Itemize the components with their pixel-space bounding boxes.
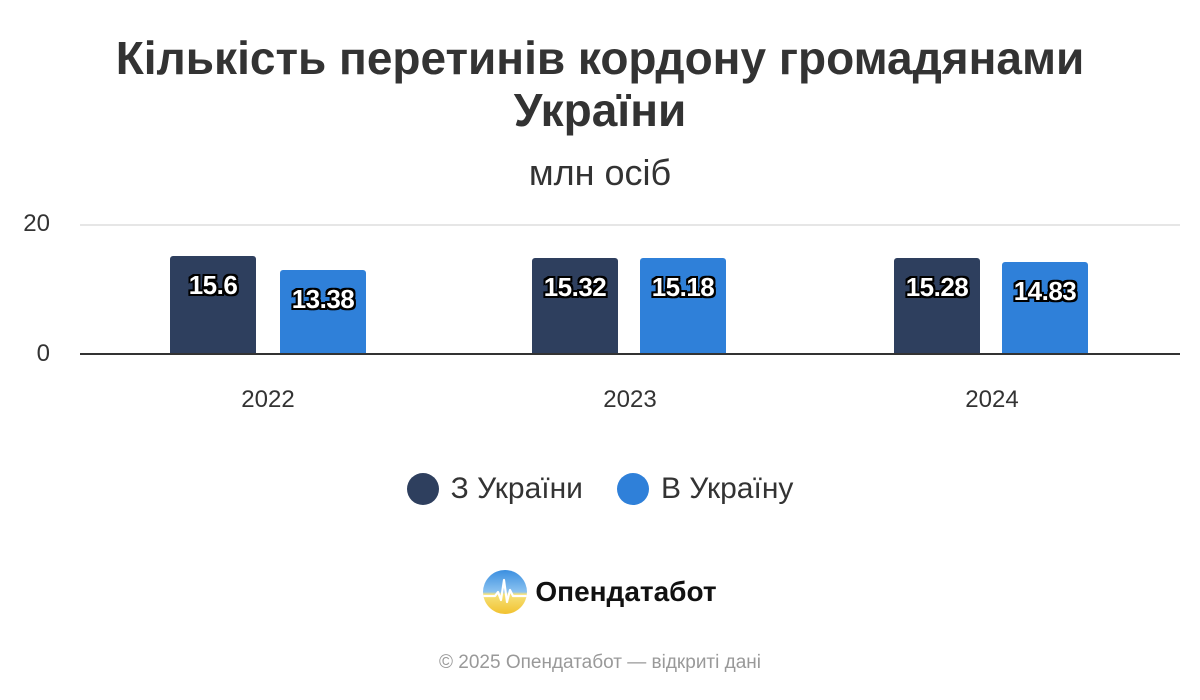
bar-2024-in[interactable]: 14.83: [1002, 262, 1088, 354]
legend: З України В Україну: [0, 472, 1200, 506]
x-tick-2022: 2022: [241, 386, 295, 413]
opendatabot-logo-icon: [483, 570, 528, 614]
bar-value-label: 15.28: [905, 272, 969, 302]
x-axis-line: [80, 353, 1180, 355]
legend-label: В Україну: [660, 472, 794, 505]
bar-value-label: 15.32: [543, 272, 607, 302]
bar-value-label: 14.83: [1013, 276, 1077, 306]
bar-value-label: 15.6: [188, 270, 238, 300]
bar-value-label: 15.18: [651, 272, 715, 302]
chart-subtitle: млн осіб: [528, 152, 672, 193]
y-tick-20: 20: [23, 210, 50, 237]
legend-item-to-ukraine[interactable]: В Україну: [616, 472, 794, 506]
brand-name: Опендатабот: [535, 576, 717, 607]
bar-2022-out[interactable]: 15.6: [170, 256, 256, 354]
brand: Опендатабот: [0, 570, 1200, 614]
chart-title: Кількість перетинів кордону громадянами …: [0, 32, 1200, 136]
footer-copyright: © 2025 Опендатабот — відкриті дані: [439, 652, 761, 673]
legend-label: З України: [450, 472, 583, 505]
bar-value-label: 13.38: [291, 284, 355, 314]
bar-2022-in[interactable]: 13.38: [280, 270, 366, 354]
gridline-20: [80, 224, 1180, 226]
y-tick-0: 0: [36, 340, 50, 367]
x-tick-2024: 2024: [965, 386, 1019, 413]
bar-2023-out[interactable]: 15.32: [532, 258, 618, 354]
chart-title-line-1: Кількість перетинів кордону громадянами: [115, 32, 1085, 84]
legend-item-from-ukraine[interactable]: З України: [406, 472, 583, 506]
bar-2023-in[interactable]: 15.18: [640, 258, 726, 354]
legend-dot-icon: [406, 473, 439, 505]
chart-title-line-2: України: [513, 84, 687, 136]
bar-2024-out[interactable]: 15.28: [894, 258, 980, 354]
legend-dot-icon: [616, 473, 649, 505]
x-tick-2023: 2023: [603, 386, 657, 413]
